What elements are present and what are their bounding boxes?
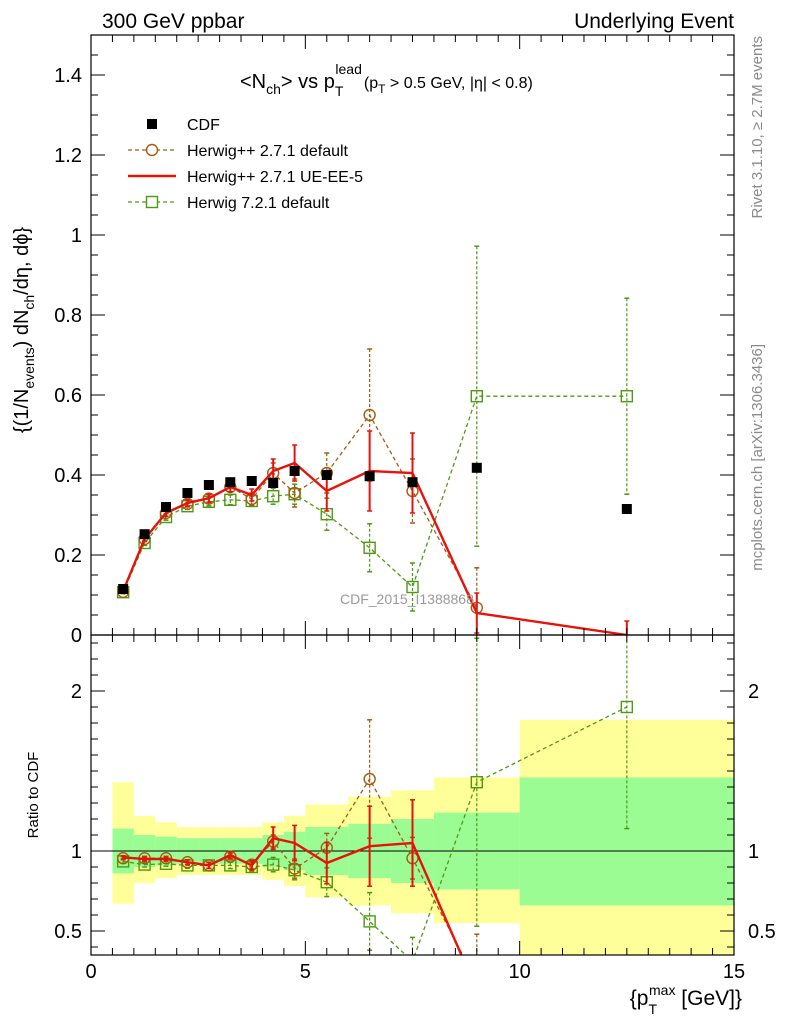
point-herwig-7-2-1-default — [470, 390, 483, 403]
legend-entry-cdf: CDF — [147, 117, 220, 134]
point-herwig-7-2-1-default — [407, 956, 418, 967]
legend-marker-cdf — [147, 119, 157, 129]
point-herwig-7-2-1-default — [266, 858, 280, 871]
x-tick-label: 10 — [509, 961, 531, 983]
point-herwig-7-2-1-default — [620, 390, 634, 403]
point-cdf — [203, 480, 214, 490]
rivet-version-label: Rivet 3.1.10, ≥ 2.7M events — [749, 36, 766, 219]
x-tick-label: 5 — [300, 961, 311, 983]
point-cdf — [182, 488, 193, 498]
point-cdf — [246, 476, 257, 486]
ratio-y-tick-label: 2 — [71, 681, 82, 703]
point-herwig-7-2-1-default — [363, 541, 376, 554]
point-cdf — [225, 477, 236, 488]
line-herwig-7-2-1-default — [122, 395, 627, 593]
point-cdf — [321, 470, 332, 480]
point-cdf — [407, 477, 418, 488]
point-cdf — [139, 529, 150, 540]
x-axis-label: {pTmax [GeV]} — [630, 982, 742, 1017]
point-cdf — [621, 504, 632, 514]
ratio-ylabel: Ratio to CDF — [25, 752, 42, 839]
y-tick-label: 0.8 — [54, 305, 82, 327]
legend-label: Herwig 7.2.1 default — [187, 195, 330, 212]
point-cdf — [289, 466, 300, 476]
point-herwig-7-2-1-default — [224, 493, 237, 506]
legend-label: CDF — [187, 117, 220, 134]
ratio-y-tick-label: 0.5 — [54, 921, 82, 943]
main-panel-series — [116, 245, 634, 635]
series-cdf — [118, 462, 632, 594]
mcplots-label: mcplots.cern.ch [arXiv:1306.3436] — [749, 344, 766, 571]
ratio-uncertainty-bands — [112, 719, 734, 955]
point-herwig-7-2-1-default — [470, 776, 483, 789]
x-tick-label: 15 — [723, 961, 745, 983]
legend-entry-herwig-2-7-1-ue-ee-5: Herwig++ 2.7.1 UE-EE-5 — [128, 169, 363, 186]
legend-entry-herwig-2-7-1-default: Herwig++ 2.7.1 default — [128, 143, 349, 160]
point-cdf — [364, 471, 375, 482]
y-tick-label: 0.4 — [54, 465, 82, 487]
ratio-y-tick-label: 1 — [71, 841, 82, 863]
legend-square-marker — [145, 195, 159, 209]
plot-title: <Nch> vs pTlead(pT > 0.5 GeV, |η| < 0.8) — [240, 61, 533, 99]
axis-ticks — [90, 34, 735, 955]
point-herwig-2-7-1-default — [363, 772, 376, 786]
ratio-y-tick-label-right: 0.5 — [748, 921, 776, 943]
point-cdf — [471, 462, 482, 473]
green-band-bin — [519, 777, 734, 906]
y-tick-label: 0 — [71, 625, 82, 647]
legend-label: Herwig++ 2.7.1 UE-EE-5 — [187, 169, 363, 186]
header-right: Underlying Event — [574, 10, 734, 33]
point-herwig-7-2-1-default — [266, 490, 280, 503]
legend: CDF Herwig++ 2.7.1 default Herwig++ 2.7.1 … — [128, 117, 363, 212]
analysis-watermark: CDF_2015_I1388868 — [340, 591, 474, 607]
axis-tick-labels: 0 5 10 15 0 0.2 0.4 0.6 0.8 1 1.2 1.4 0.5 0.5 1 1 2 2 — [54, 65, 776, 983]
x-tick-label: 0 — [85, 961, 96, 983]
point-herwig-2-7-1-default — [288, 862, 301, 875]
legend-entry-herwig-7-2-1-default: Herwig 7.2.1 default — [128, 195, 330, 212]
point-cdf — [268, 478, 279, 488]
point-herwig-2-7-1-default — [181, 497, 194, 510]
y-tick-label: 1 — [71, 225, 82, 247]
y-tick-label: 1.4 — [54, 65, 82, 87]
series-herwig-2-7-1-ue-ee-5 — [120, 430, 630, 635]
point-herwig-7-2-1-default — [406, 580, 419, 594]
series-herwig-2-7-1-ue-ee-5 — [120, 799, 463, 955]
point-herwig-2-7-1-default — [471, 977, 482, 988]
ratio-y-tick-label-right: 2 — [748, 681, 759, 703]
point-herwig-2-7-1-default — [288, 486, 301, 500]
legend-label: Herwig++ 2.7.1 default — [187, 143, 349, 160]
y-tick-label: 0.6 — [54, 385, 82, 407]
series-herwig-7-2-1-default — [116, 245, 634, 612]
point-cdf — [161, 502, 172, 512]
legend-circle-marker — [145, 143, 159, 157]
y-tick-label: 1.2 — [54, 145, 82, 167]
header-left: 300 GeV ppbar — [102, 10, 244, 33]
point-cdf — [118, 584, 129, 594]
y-tick-label: 0.2 — [54, 545, 82, 567]
ratio-y-tick-label-right: 1 — [748, 841, 759, 863]
point-herwig-7-2-1-default — [363, 915, 376, 928]
point-herwig-2-7-1-default — [363, 408, 376, 422]
point-herwig-7-2-1-default — [620, 700, 634, 714]
main-ylabel: {(1/Nevents) dNch/dη, dϕ} — [11, 227, 37, 434]
